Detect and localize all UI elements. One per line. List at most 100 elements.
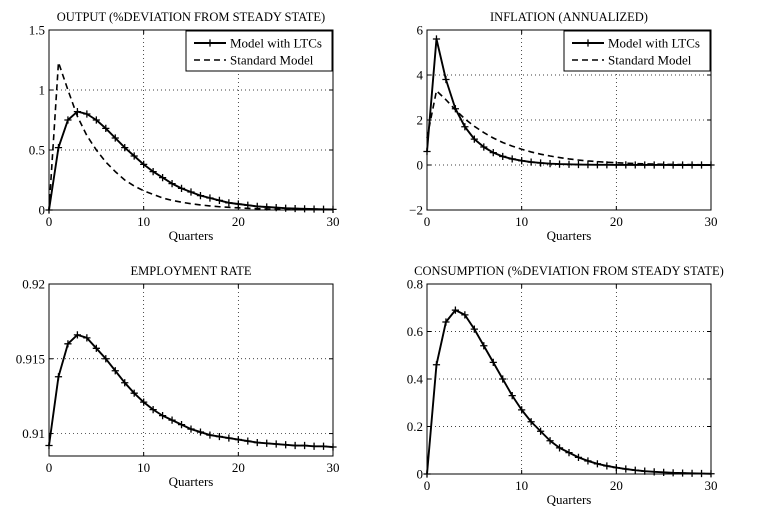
chart-1-xlabel: Quarters [547,228,592,243]
chart-2-xtick-label-0: 0 [46,460,53,475]
chart-3-plot-area [427,284,711,474]
chart-3-series-0-point-19 [603,462,611,470]
chart-2-series-0-point-23 [263,439,271,447]
chart-3-series-0-point-17 [584,457,592,465]
chart-2-series-0-point-10 [140,398,148,406]
chart-2-series-0-point-28 [310,442,318,450]
chart-2-xtick-label-2: 20 [232,460,245,475]
chart-3-series-0-point-5 [470,325,478,333]
chart-3-ytick-label-0: 0 [417,467,424,482]
chart-1-series-0-point-22 [631,161,639,169]
chart-3-series-0-point-12 [537,427,545,435]
chart-0-series-0-point-6 [102,124,110,132]
chart-1-legend-marker-0 [584,39,592,47]
chart-3-series-0-point-2 [442,318,450,326]
chart-0-series-0-point-7 [111,134,119,142]
chart-3-title: CONSUMPTION (%DEVIATION FROM STEADY STAT… [414,264,724,278]
chart-2-xtick-label-1: 10 [137,460,150,475]
chart-3-series-0-point-9 [508,392,516,400]
chart-1-series-0-point-5 [470,135,478,143]
chart-1-ytick-label-1: 0 [417,158,424,173]
chart-1-series-0-point-6 [480,143,488,151]
chart-2-title: EMPLOYMENT RATE [131,264,252,278]
chart-0-xtick-label-2: 20 [232,214,245,229]
chart-3-ytick-label-2: 0.4 [407,372,424,387]
chart-0-ytick-label-2: 1 [39,83,46,98]
chart-0-series-0-point-26 [291,204,299,213]
chart-1-series-0-point-10 [518,157,526,165]
chart-0-xlabel: Quarters [169,228,214,243]
chart-2-series-0-point-17 [206,431,214,439]
chart-0-ytick-label-1: 0.5 [29,143,45,158]
panel-employment: 0 10 20 30 0.91 0.915 0.92 EMPLOYMENT RATE Quart… [16,264,340,489]
chart-3-series-0-point-20 [612,463,620,472]
chart-2-series-0-point-16 [196,428,205,436]
chart-0-series-0-point-11 [149,168,157,176]
chart-0-legend: Model with LTCs Standard Model [185,30,333,72]
chart-1-series-0-point-20 [612,161,620,169]
chart-3-ytick-label-1: 0.2 [407,419,423,434]
chart-3-xtick-label-3: 30 [705,478,718,493]
chart-2-series-0-point-27 [301,441,309,450]
chart-0-series-0-point-3 [73,108,81,116]
chart-2-series-0-point-15 [187,425,195,433]
chart-1-ytick-label-0: −2 [409,203,423,218]
chart-0-series-0-point-2 [64,116,72,124]
chart-3-series-0-point-28 [688,469,696,477]
chart-0-series-0-point-16 [196,192,205,200]
chart-0-legend-box [185,30,333,72]
chart-3-series-0-point-11 [527,418,535,426]
chart-1-xtick-label-2: 20 [610,214,623,229]
chart-2-series-0-point-13 [168,416,176,424]
chart-0-series-0-point-5 [92,116,100,124]
chart-0-series-0-point-19 [225,199,233,207]
chart-3-series-0-point-25 [660,468,668,476]
chart-2-series-0-point-14 [177,420,186,429]
chart-1-series-0-point-16 [574,160,583,169]
chart-3-series-0-point-6 [480,342,488,350]
chart-0-title: OUTPUT (%DEVIATION FROM STEADY STATE) [57,10,325,24]
chart-1-series-0-point-1 [432,35,441,43]
chart-2-xlabel: Quarters [169,474,214,489]
chart-1-series-0-point-8 [499,152,507,161]
chart-1-legend-label-1: Standard Model [608,53,692,68]
chart-1-legend-box [563,30,711,72]
chart-2-series-0-point-11 [149,406,157,414]
chart-2-series-0-point-25 [282,441,290,449]
chart-1-series-0-point-15 [565,160,573,168]
chart-1-series-0-point-21 [622,161,630,169]
chart-0-ytick-label-3: 1.5 [29,23,45,38]
chart-3-series-0-point-26 [669,469,677,477]
chart-2-series-0-point-2 [64,340,72,348]
chart-1-series-0-point-4 [461,123,469,131]
panel-output: 0 10 20 30 0 0.5 1 1.5 OUTPUT (%DEVIATION FROM S… [29,10,340,243]
chart-2-series-0-point-20 [234,435,242,444]
chart-1-series-0-point-19 [603,161,611,169]
chart-0-xtick-label-1: 10 [137,214,150,229]
chart-2-series-0-point-22 [253,438,261,447]
chart-1-xtick-label-0: 0 [424,214,431,229]
chart-3-series-0-point-1 [432,361,441,369]
chart-1-series-1-line [426,89,712,166]
chart-3-series-0-point-10 [518,406,526,414]
chart-2-series-0-point-7 [111,367,119,375]
chart-0-series-0-point-25 [282,204,290,212]
chart-0-legend-marker-0 [206,39,214,47]
chart-1-xtick-label-3: 30 [705,214,718,229]
chart-0-xtick-label-0: 0 [46,214,53,229]
chart-1-ytick-label-2: 2 [417,113,424,128]
chart-2-series-0-point-5 [92,344,100,352]
chart-3-series-0-point-15 [565,449,573,457]
chart-2-ytick-label-1: 0.915 [16,351,45,366]
chart-0-legend-label-1: Standard Model [230,53,314,68]
chart-3-ytick-label-4: 0.8 [407,277,423,292]
chart-2-series-0-point-9 [130,389,138,397]
chart-2-xtick-label-3: 30 [327,460,340,475]
chart-2-series-0-point-3 [73,331,81,339]
chart-0-series-0-point-17 [206,194,214,202]
chart-3-series-0-point-3 [451,306,459,314]
chart-3-series-0-point-13 [546,437,554,445]
chart-2-series-0-point-29 [319,442,328,450]
